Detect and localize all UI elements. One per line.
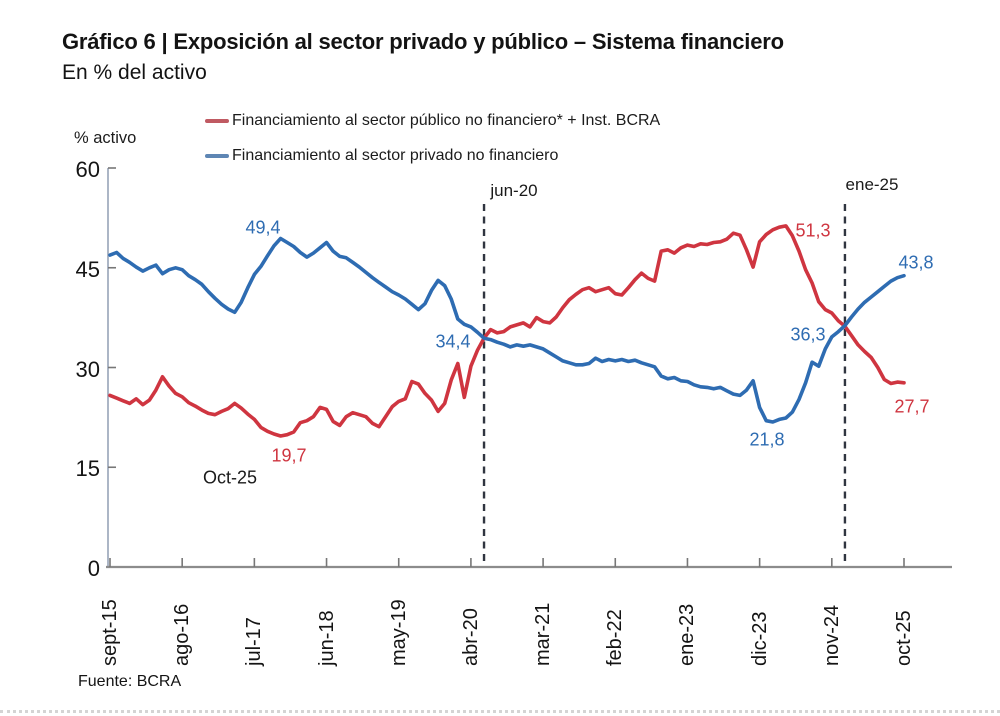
legend-item-publico: Financiamiento al sector público no fina…	[205, 110, 660, 132]
source-note: Fuente: BCRA	[78, 673, 182, 690]
legend-marker-privado	[205, 154, 229, 158]
page-edge-artifact	[0, 710, 1000, 713]
annotation-label-43-8: 43,8	[898, 252, 934, 273]
annotation-label-19-7: 19,7	[271, 445, 307, 466]
y-tick-label-45: 45	[75, 256, 100, 282]
y-tick-label-30: 30	[75, 356, 100, 382]
y-axis-title: % activo	[74, 129, 137, 147]
x-tick-label-abr-20: abr-20	[459, 608, 482, 666]
x-tick-label-nov-24: nov-24	[820, 604, 843, 666]
legend-marker-publico	[205, 119, 229, 123]
annotation-label-21-8: 21,8	[749, 429, 785, 450]
x-tick-label-oct-25: oct-25	[893, 610, 915, 666]
event-line-label-ene-25: ene-25	[845, 175, 899, 194]
x-tick-label-dic-23: dic-23	[748, 611, 771, 666]
x-tick-label-ago-16: ago-16	[171, 603, 194, 666]
annotation-label-oct-25: Oct-25	[202, 467, 258, 488]
legend-label-publico: Financiamiento al sector público no fina…	[232, 112, 661, 129]
chart-legend: Financiamiento al sector público no fina…	[205, 110, 660, 180]
y-tick-label-60: 60	[75, 157, 100, 182]
event-line-label-jun-20: jun-20	[490, 181, 538, 200]
x-tick-label-jul-17: jul-17	[243, 617, 266, 666]
x-tick-label-sept-15: sept-15	[99, 599, 121, 666]
annotation-label-36-3: 36,3	[790, 324, 826, 345]
chart-subtitle: En % del activo	[62, 61, 207, 84]
x-tick-label-ene-23: ene-23	[676, 603, 699, 666]
series-line-privado	[108, 236, 906, 424]
series-line-publico	[108, 224, 906, 438]
x-tick-label-jun-18: jun-18	[315, 610, 338, 666]
legend-item-privado: Financiamiento al sector privado no fina…	[205, 145, 660, 167]
chart-title: Gráfico 6 | Exposición al sector privado…	[62, 29, 784, 54]
x-tick-label-feb-22: feb-22	[604, 609, 627, 666]
annotation-label-27-7: 27,7	[894, 396, 930, 417]
annotation-label-49-4: 49,4	[245, 217, 281, 238]
annotation-label-34-4: 34,4	[435, 331, 471, 352]
legend-label-privado: Financiamiento al sector privado no fina…	[232, 147, 559, 164]
annotation-label-51-3: 51,3	[795, 220, 831, 241]
y-tick-label-0: 0	[87, 556, 100, 581]
x-tick-label-may-19: may-19	[387, 599, 410, 666]
y-tick-label-15: 15	[75, 456, 100, 482]
x-tick-label-mar-21: mar-21	[532, 602, 555, 666]
